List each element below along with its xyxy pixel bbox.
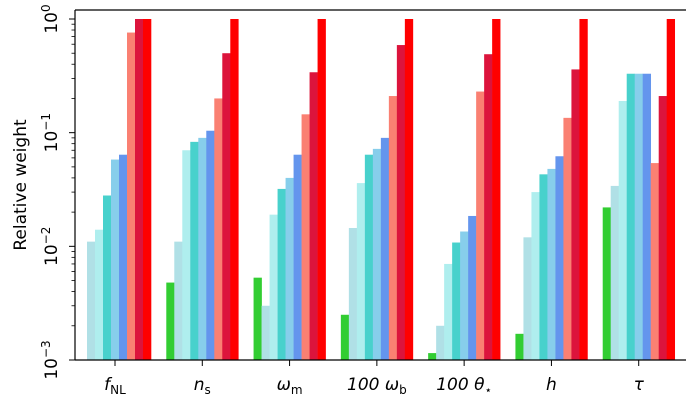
x-tick-label: ns: [194, 375, 211, 397]
x-tick-label: 100 ωb: [347, 375, 407, 397]
bar-6-4: [634, 73, 644, 360]
bar-3-6: [388, 96, 398, 360]
bar-1-1: [174, 241, 183, 360]
bar-1-0: [166, 282, 175, 360]
bar-1-7: [222, 53, 231, 360]
x-tick-label: fNL: [104, 375, 126, 397]
bar-6-2: [618, 100, 628, 360]
bar-3-3: [364, 154, 374, 360]
bar-1-3: [190, 141, 199, 360]
x-tick-label: h: [546, 375, 557, 395]
bar-3-1: [348, 227, 358, 360]
bar-0-5: [119, 154, 128, 360]
bar-0-4: [111, 159, 120, 360]
bar-1-6: [214, 98, 223, 360]
bar-6-3: [626, 73, 636, 360]
y-tick-label: 10−1: [39, 113, 62, 152]
bar-5-4: [547, 168, 556, 360]
bar-3-4: [372, 148, 382, 360]
bar-2-7: [309, 72, 318, 360]
bar-2-0: [253, 277, 262, 360]
bars-layer: [87, 19, 676, 361]
bar-1-5: [206, 130, 215, 360]
bar-0-6: [127, 32, 136, 361]
bar-0-3: [103, 195, 112, 360]
bar-5-1: [523, 237, 532, 360]
bar-3-8: [404, 19, 414, 360]
bar-3-0: [340, 314, 350, 360]
bar-6-5: [642, 73, 652, 360]
bar-3-2: [356, 183, 366, 360]
bar-4-3: [452, 242, 461, 360]
bar-4-8: [492, 19, 501, 360]
bar-4-5: [468, 215, 477, 360]
bar-2-6: [301, 114, 310, 360]
bar-2-4: [285, 177, 294, 360]
axes-layer: 10−3 10−2 10−1 100 fNL ns ωm 100 ωb 100 θ⋆ h τ: [39, 4, 686, 397]
bar-2-5: [293, 154, 302, 360]
bar-6-6: [650, 163, 660, 360]
bar-4-0: [428, 353, 437, 360]
y-tick-label: 10−2: [39, 227, 62, 266]
bar-5-8: [579, 19, 588, 360]
x-tick-label: τ: [634, 375, 645, 395]
bar-0-7: [135, 19, 144, 360]
bar-3-5: [380, 137, 390, 360]
bar-5-5: [555, 156, 564, 360]
bar-5-3: [539, 174, 548, 360]
bar-6-0: [602, 207, 612, 360]
bar-1-4: [198, 137, 207, 360]
bar-4-1: [436, 325, 445, 360]
bar-2-2: [269, 214, 278, 360]
bar-2-3: [277, 188, 286, 360]
y-axis-label: Relative weight: [11, 119, 31, 251]
bar-4-6: [476, 91, 485, 361]
bar-0-2: [95, 229, 104, 360]
bar-6-7: [658, 96, 668, 360]
bar-4-7: [484, 54, 493, 361]
bar-1-2: [182, 150, 191, 360]
bar-5-2: [531, 192, 540, 360]
x-tick-label: 100 θ⋆: [436, 375, 492, 397]
x-tick-label: ωm: [277, 375, 303, 397]
bar-2-8: [317, 19, 326, 360]
y-tick-label: 100: [39, 4, 62, 33]
bar-6-1: [610, 185, 620, 360]
bar-1-8: [230, 19, 239, 360]
bar-0-1: [87, 241, 96, 360]
bar-5-7: [571, 69, 580, 361]
bar-4-2: [444, 263, 453, 360]
bar-0-8: [143, 19, 152, 360]
bar-6-8: [666, 19, 676, 360]
y-tick-label: 10−3: [39, 340, 62, 379]
bar-2-1: [261, 305, 270, 360]
bar-5-6: [563, 117, 572, 360]
bar-5-0: [515, 333, 524, 360]
bar-4-4: [460, 231, 469, 360]
bar-3-7: [396, 45, 406, 361]
